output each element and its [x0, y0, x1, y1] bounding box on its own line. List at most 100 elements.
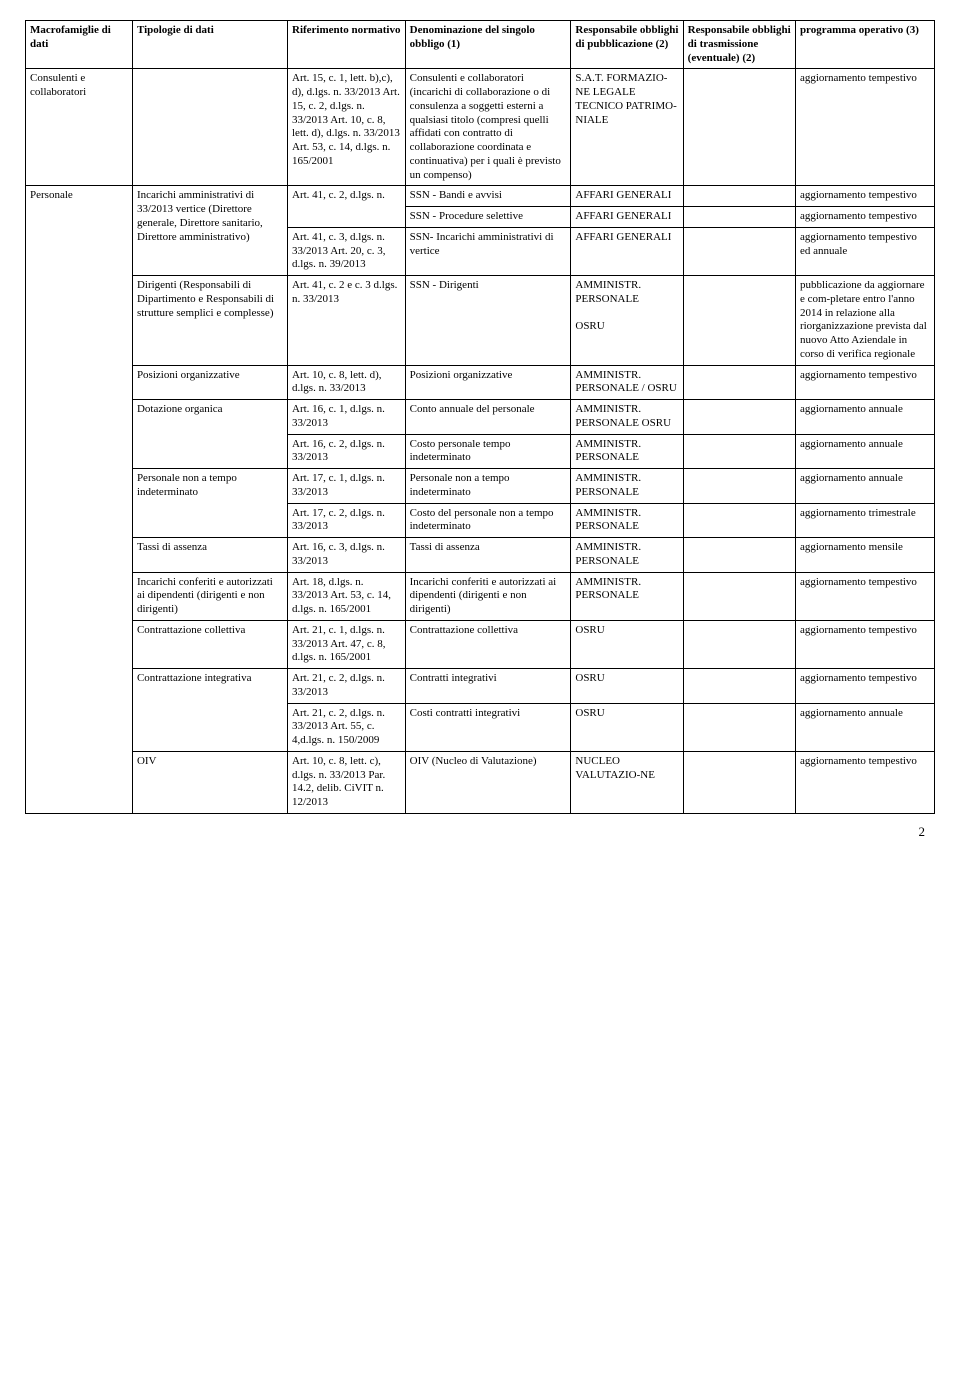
cell-rif: Art. 17, c. 1, d.lgs. n. 33/2013 — [288, 469, 406, 504]
cell-resp-tras — [683, 186, 795, 207]
page-number: 2 — [25, 824, 935, 840]
cell-resp-pub: OSRU — [571, 703, 683, 751]
cell-prog: aggiornamento tempestivo — [795, 669, 934, 704]
cell-prog: aggiornamento trimestrale — [795, 503, 934, 538]
table-row: Personale Incarichi amministrativi di 33… — [26, 186, 935, 207]
cell-rif: Art. 17, c. 2, d.lgs. n. 33/2013 — [288, 503, 406, 538]
cell-resp-pub: AFFARI GENERALI — [571, 186, 683, 207]
cell-resp-pub: AMMINISTR. PERSONALE — [571, 503, 683, 538]
cell-prog: aggiornamento tempestivo — [795, 751, 934, 813]
cell-resp-tras — [683, 469, 795, 504]
cell-resp-tras — [683, 620, 795, 668]
cell-prog: aggiornamento tempestivo — [795, 620, 934, 668]
table-row: Consulenti e collaboratori Art. 15, c. 1… — [26, 69, 935, 186]
header-prog: programma operativo (3) — [795, 21, 934, 69]
table-header-row: Macrofamiglie di dati Tipologie di dati … — [26, 21, 935, 69]
cell-denom: Conto annuale del personale — [405, 400, 571, 435]
cell-resp-pub: S.A.T. FORMAZIO-NE LEGALE TECNICO PATRIM… — [571, 69, 683, 186]
cell-prog: aggiornamento annuale — [795, 400, 934, 435]
cell-tipo: Personale non a tempo indeterminato — [132, 469, 287, 538]
cell-rif: Art. 10, c. 8, lett. d), d.lgs. n. 33/20… — [288, 365, 406, 400]
cell-rif: Art. 21, c. 2, d.lgs. n. 33/2013 — [288, 669, 406, 704]
cell-tipo: Incarichi amministrativi di 33/2013 vert… — [132, 186, 287, 276]
cell-rif: Art. 16, c. 2, d.lgs. n. 33/2013 — [288, 434, 406, 469]
cell-prog: pubblicazione da aggiornare e com-pletar… — [795, 276, 934, 366]
cell-resp-pub: AMMINISTR. PERSONALE — [571, 572, 683, 620]
cell-denom: Tassi di assenza — [405, 538, 571, 573]
cell-denom: Costi contratti integrativi — [405, 703, 571, 751]
data-table: Macrofamiglie di dati Tipologie di dati … — [25, 20, 935, 814]
cell-denom: SSN- Incarichi amministrativi di vertice — [405, 227, 571, 275]
cell-tipo — [132, 69, 287, 186]
cell-tipo: Posizioni organizzative — [132, 365, 287, 400]
cell-rif: Art. 15, c. 1, lett. b),c), d), d.lgs. n… — [288, 69, 406, 186]
cell-denom: Consulenti e collaboratori (incarichi di… — [405, 69, 571, 186]
cell-denom: SSN - Dirigenti — [405, 276, 571, 366]
cell-resp-tras — [683, 503, 795, 538]
cell-rif: Art. 16, c. 1, d.lgs. n. 33/2013 — [288, 400, 406, 435]
table-row: Tassi di assenza Art. 16, c. 3, d.lgs. n… — [26, 538, 935, 573]
cell-denom: SSN - Procedure selettive — [405, 207, 571, 228]
cell-resp-pub: AFFARI GENERALI — [571, 227, 683, 275]
cell-resp-pub: NUCLEO VALUTAZIO-NE — [571, 751, 683, 813]
cell-denom: OIV (Nucleo di Valutazione) — [405, 751, 571, 813]
cell-denom: Contrattazione collettiva — [405, 620, 571, 668]
cell-resp-tras — [683, 69, 795, 186]
cell-tipo: OIV — [132, 751, 287, 813]
header-tipo: Tipologie di dati — [132, 21, 287, 69]
cell-rif: Art. 18, d.lgs. n. 33/2013 Art. 53, c. 1… — [288, 572, 406, 620]
cell-denom: Posizioni organizzative — [405, 365, 571, 400]
cell-resp-pub: AMMINISTR. PERSONALE OSRU — [571, 400, 683, 435]
cell-rif: Art. 10, c. 8, lett. c), d.lgs. n. 33/20… — [288, 751, 406, 813]
cell-rif: Art. 16, c. 3, d.lgs. n. 33/2013 — [288, 538, 406, 573]
cell-prog: aggiornamento mensile — [795, 538, 934, 573]
cell-resp-pub: AMMINISTR. PERSONALE — [571, 538, 683, 573]
cell-resp-tras — [683, 365, 795, 400]
cell-prog: aggiornamento tempestivo — [795, 207, 934, 228]
table-row: Contrattazione collettiva Art. 21, c. 1,… — [26, 620, 935, 668]
cell-macro: Personale — [26, 186, 133, 814]
cell-denom: Costo personale tempo indeterminato — [405, 434, 571, 469]
cell-rif: Art. 21, c. 1, d.lgs. n. 33/2013 Art. 47… — [288, 620, 406, 668]
cell-prog: aggiornamento annuale — [795, 469, 934, 504]
cell-prog: aggiornamento tempestivo — [795, 186, 934, 207]
cell-tipo: Contrattazione collettiva — [132, 620, 287, 668]
cell-resp-pub: OSRU — [571, 620, 683, 668]
cell-denom: SSN - Bandi e avvisi — [405, 186, 571, 207]
cell-prog: aggiornamento tempestivo — [795, 572, 934, 620]
table-row: Dirigenti (Responsabili di Dipartimento … — [26, 276, 935, 366]
cell-tipo: Dotazione organica — [132, 400, 287, 469]
header-macro: Macrofamiglie di dati — [26, 21, 133, 69]
cell-tipo: Contrattazione integrativa — [132, 669, 287, 752]
cell-prog: aggiornamento annuale — [795, 703, 934, 751]
table-row: Contrattazione integrativa Art. 21, c. 2… — [26, 669, 935, 704]
cell-resp-tras — [683, 751, 795, 813]
cell-macro: Consulenti e collaboratori — [26, 69, 133, 186]
cell-resp-tras — [683, 434, 795, 469]
cell-resp-pub: AMMINISTR. PERSONALE OSRU — [571, 276, 683, 366]
cell-denom: Contratti integrativi — [405, 669, 571, 704]
cell-rif: Art. 41, c. 2 e c. 3 d.lgs. n. 33/2013 — [288, 276, 406, 366]
table-row: Dotazione organica Art. 16, c. 1, d.lgs.… — [26, 400, 935, 435]
table-row: Incarichi conferiti e autorizzati ai dip… — [26, 572, 935, 620]
table-row: Posizioni organizzative Art. 10, c. 8, l… — [26, 365, 935, 400]
cell-resp-tras — [683, 207, 795, 228]
cell-resp-tras — [683, 227, 795, 275]
cell-denom: Incarichi conferiti e autorizzati ai dip… — [405, 572, 571, 620]
cell-denom: Costo del personale non a tempo indeterm… — [405, 503, 571, 538]
cell-rif: Art. 21, c. 2, d.lgs. n. 33/2013 Art. 55… — [288, 703, 406, 751]
cell-resp-pub: AMMINISTR. PERSONALE — [571, 469, 683, 504]
cell-resp-pub: OSRU — [571, 669, 683, 704]
header-resp-pub: Responsabile obblighi di pubblicazione (… — [571, 21, 683, 69]
cell-resp-tras — [683, 276, 795, 366]
cell-prog: aggiornamento tempestivo — [795, 365, 934, 400]
header-denom: Denominazione del singolo obbligo (1) — [405, 21, 571, 69]
cell-rif: Art. 41, c. 2, d.lgs. n. — [288, 186, 406, 228]
cell-tipo: Incarichi conferiti e autorizzati ai dip… — [132, 572, 287, 620]
cell-prog: aggiornamento tempestivo ed annuale — [795, 227, 934, 275]
cell-resp-pub: AMMINISTR. PERSONALE — [571, 434, 683, 469]
cell-resp-tras — [683, 572, 795, 620]
cell-resp-tras — [683, 400, 795, 435]
header-resp-tras: Responsabile obblighi di trasmissione (e… — [683, 21, 795, 69]
table-row: Personale non a tempo indeterminato Art.… — [26, 469, 935, 504]
